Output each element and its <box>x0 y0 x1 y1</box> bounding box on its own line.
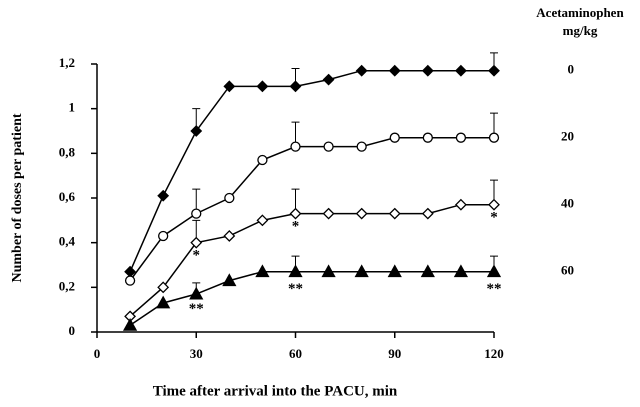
x-tick-label: 90 <box>388 346 401 361</box>
marker <box>256 80 269 93</box>
x-tick-label: 30 <box>190 346 203 361</box>
marker <box>453 264 469 278</box>
annotation: ** <box>487 281 502 297</box>
x-axis-label: Time after arrival into the PACU, min <box>153 383 398 399</box>
legend-label: 40 <box>561 196 574 211</box>
marker <box>420 264 435 278</box>
marker <box>158 230 169 242</box>
marker <box>255 264 270 278</box>
marker <box>355 207 368 220</box>
marker <box>222 273 237 287</box>
y-tick-label: 1 <box>69 100 76 115</box>
marker <box>156 295 171 309</box>
marker <box>486 264 502 278</box>
marker <box>387 264 402 278</box>
marker <box>354 264 369 278</box>
marker <box>488 198 500 211</box>
x-tick-label: 0 <box>94 346 101 361</box>
y-tick-label: 0,6 <box>59 189 76 204</box>
marker <box>488 64 500 77</box>
annotation: ** <box>288 281 303 297</box>
marker <box>454 64 467 77</box>
marker <box>122 317 138 331</box>
y-axis-label: Number of doses per patient <box>10 113 25 282</box>
marker <box>421 207 434 220</box>
marker <box>322 207 335 220</box>
series-line <box>129 136 494 282</box>
marker <box>355 64 368 77</box>
marker <box>224 192 235 204</box>
marker <box>455 132 467 143</box>
legend-title: mg/kg <box>563 23 598 38</box>
marker <box>189 286 204 300</box>
marker <box>389 132 400 143</box>
marker <box>422 132 433 143</box>
marker <box>223 80 236 93</box>
series-line <box>129 203 494 317</box>
x-tick-label: 60 <box>289 346 302 361</box>
marker <box>322 73 335 86</box>
marker <box>454 198 467 211</box>
legend-title: Acetaminophen <box>536 5 624 20</box>
marker <box>157 189 170 202</box>
marker <box>290 141 301 152</box>
marker <box>191 208 202 219</box>
marker <box>190 236 203 249</box>
legend-label: 20 <box>561 129 574 144</box>
marker <box>256 214 269 227</box>
marker <box>321 264 336 278</box>
marker <box>288 264 303 278</box>
y-tick-label: 0,4 <box>59 234 76 249</box>
marker <box>190 125 203 137</box>
annotation: * <box>490 210 498 226</box>
marker <box>157 281 170 294</box>
annotation: ** <box>189 301 204 317</box>
series-line <box>129 69 494 272</box>
marker <box>421 64 434 77</box>
annotation: * <box>193 248 201 264</box>
x-tick-label: 120 <box>484 346 504 361</box>
legend-label: 0 <box>568 62 575 77</box>
y-tick-label: 0,8 <box>59 144 76 159</box>
marker <box>223 230 236 242</box>
marker <box>388 64 401 77</box>
marker <box>289 80 302 93</box>
marker <box>388 207 401 220</box>
marker <box>289 207 302 220</box>
y-tick-label: 1,2 <box>59 55 75 70</box>
annotation: * <box>292 218 300 234</box>
marker <box>124 275 136 286</box>
marker <box>323 141 334 152</box>
y-tick-label: 0,2 <box>59 278 75 293</box>
y-tick-label: 0 <box>69 323 76 338</box>
marker <box>257 154 268 166</box>
marker <box>488 132 500 143</box>
series-line <box>129 270 494 326</box>
legend-label: 60 <box>561 263 574 278</box>
marker <box>356 141 367 152</box>
